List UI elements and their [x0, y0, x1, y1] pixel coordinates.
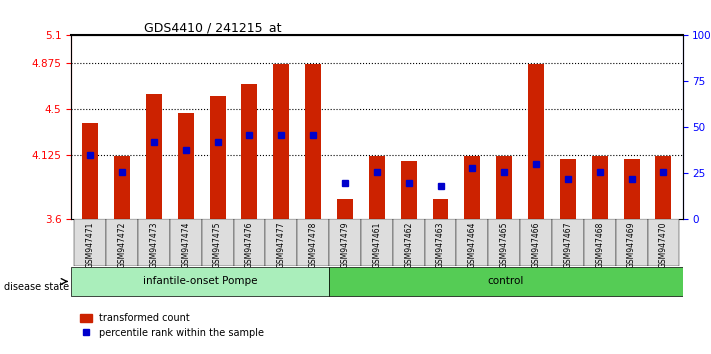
FancyBboxPatch shape [297, 219, 329, 266]
Bar [146, 94, 162, 219]
Text: GSM947463: GSM947463 [436, 222, 445, 268]
Text: GSM947469: GSM947469 [627, 222, 636, 268]
FancyBboxPatch shape [71, 267, 328, 296]
Text: GSM947471: GSM947471 [86, 222, 95, 268]
Bar [114, 156, 130, 219]
Text: disease state: disease state [4, 282, 69, 292]
Text: GSM947473: GSM947473 [149, 222, 159, 268]
FancyBboxPatch shape [106, 219, 138, 266]
Bar [528, 64, 544, 219]
Text: control: control [487, 276, 524, 286]
Bar [337, 199, 353, 219]
Bar [656, 156, 671, 219]
Bar [369, 156, 385, 219]
Bar [432, 199, 449, 219]
Text: GSM947465: GSM947465 [500, 222, 508, 268]
Text: GSM947468: GSM947468 [595, 222, 604, 268]
FancyBboxPatch shape [424, 219, 456, 266]
Text: GSM947467: GSM947467 [563, 222, 572, 268]
Bar [242, 85, 257, 219]
FancyBboxPatch shape [488, 219, 520, 266]
Text: GSM947475: GSM947475 [213, 222, 222, 268]
Text: GSM947470: GSM947470 [659, 222, 668, 268]
FancyBboxPatch shape [520, 219, 552, 266]
Bar [305, 64, 321, 219]
FancyBboxPatch shape [329, 219, 361, 266]
Bar [82, 122, 98, 219]
FancyBboxPatch shape [233, 219, 265, 266]
Bar [210, 96, 225, 219]
Bar [464, 156, 481, 219]
FancyBboxPatch shape [552, 219, 584, 266]
Text: GSM947477: GSM947477 [277, 222, 286, 268]
Text: GSM947478: GSM947478 [309, 222, 318, 268]
Bar [592, 156, 608, 219]
Bar [624, 159, 640, 219]
Text: GSM947474: GSM947474 [181, 222, 191, 268]
FancyBboxPatch shape [392, 219, 424, 266]
Text: GSM947479: GSM947479 [341, 222, 350, 268]
Text: GSM947462: GSM947462 [404, 222, 413, 268]
FancyBboxPatch shape [584, 219, 616, 266]
FancyBboxPatch shape [616, 219, 648, 266]
FancyBboxPatch shape [361, 219, 392, 266]
FancyBboxPatch shape [202, 219, 233, 266]
Text: infantile-onset Pompe: infantile-onset Pompe [143, 276, 257, 286]
Text: GSM947476: GSM947476 [245, 222, 254, 268]
Text: GSM947466: GSM947466 [532, 222, 540, 268]
FancyBboxPatch shape [74, 219, 106, 266]
FancyBboxPatch shape [170, 219, 202, 266]
Bar [401, 161, 417, 219]
Bar [496, 156, 512, 219]
Text: GSM947461: GSM947461 [373, 222, 381, 268]
Text: GSM947464: GSM947464 [468, 222, 477, 268]
Legend: transformed count, percentile rank within the sample: transformed count, percentile rank withi… [76, 309, 268, 342]
FancyBboxPatch shape [328, 267, 683, 296]
FancyBboxPatch shape [456, 219, 488, 266]
FancyBboxPatch shape [138, 219, 170, 266]
FancyBboxPatch shape [648, 219, 680, 266]
Bar [560, 159, 576, 219]
Bar [178, 113, 193, 219]
FancyBboxPatch shape [265, 219, 297, 266]
Text: GSM947472: GSM947472 [117, 222, 127, 268]
Text: GDS4410 / 241215_at: GDS4410 / 241215_at [144, 21, 282, 34]
Bar [273, 64, 289, 219]
